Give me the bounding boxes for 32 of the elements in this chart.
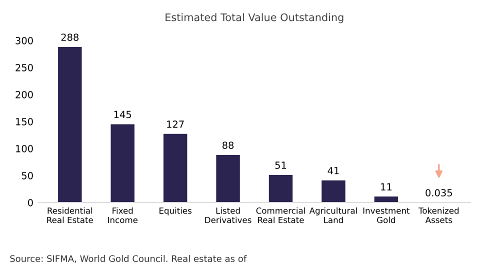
data-label: 145 <box>114 110 132 118</box>
bar <box>374 196 398 202</box>
x-tick-label: Listed Derivatives <box>205 207 252 224</box>
y-tick-label: 300 <box>16 36 33 44</box>
y-tick-label: 0 <box>28 198 33 206</box>
data-label: 11 <box>381 183 392 190</box>
x-tick-label: Equities <box>160 207 192 216</box>
x-tick-label: Commercial Real Estate <box>256 207 305 224</box>
y-tick-label: 250 <box>16 64 33 72</box>
data-label: 288 <box>61 34 79 41</box>
y-tick-label: 100 <box>16 144 33 152</box>
y-tick-label: 150 <box>16 118 33 126</box>
bar <box>58 46 82 202</box>
data-label: 0.035 <box>426 189 452 196</box>
bar <box>322 180 346 202</box>
source-note: Source: SIFMA, World Gold Council. Real estate as of <box>10 255 247 263</box>
data-label: 127 <box>167 120 184 128</box>
x-tick-label: Tokenized Assets <box>418 207 459 224</box>
bar <box>163 134 188 202</box>
data-label: 51 <box>275 162 286 169</box>
x-tick-label: Investment Gold <box>363 208 410 224</box>
x-tick-label: Agricultural Land <box>309 207 357 224</box>
bar <box>268 174 293 202</box>
y-tick-label: 50 <box>22 172 33 180</box>
x-tick-label: Residential Real Estate <box>47 207 93 224</box>
bar <box>110 124 134 202</box>
chart-title: Estimated Total Value Outstanding <box>166 13 344 24</box>
bar <box>216 154 240 202</box>
y-tick-label: 200 <box>16 90 33 98</box>
data-label: 41 <box>328 167 339 174</box>
data-label: 88 <box>222 142 234 149</box>
x-tick-label: Fixed Income <box>108 207 138 224</box>
